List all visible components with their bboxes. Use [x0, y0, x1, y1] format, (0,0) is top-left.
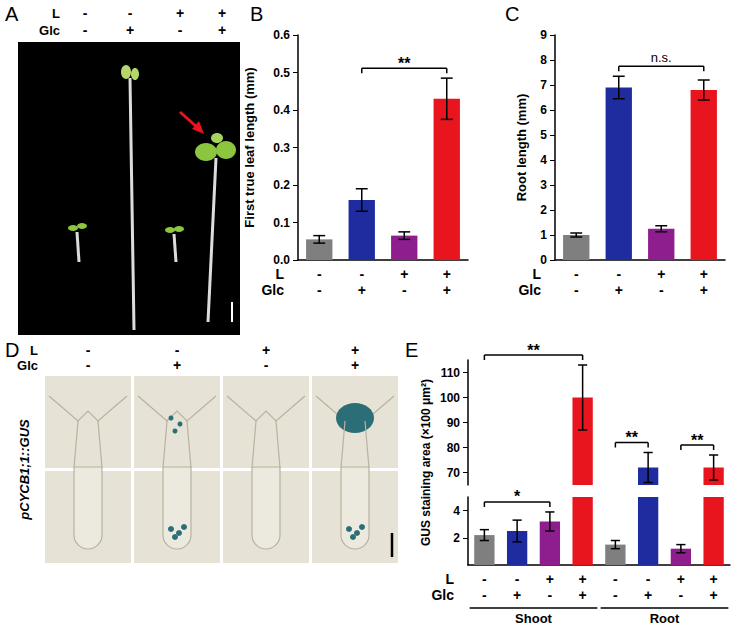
svg-text:110: 110: [441, 366, 461, 380]
svg-text:0.0: 0.0: [273, 253, 290, 267]
svg-text:+: +: [351, 357, 359, 373]
svg-text:L: L: [30, 343, 38, 358]
svg-text:0.5: 0.5: [273, 66, 290, 80]
svg-text:-: -: [548, 587, 553, 603]
svg-text:-: -: [515, 571, 520, 587]
svg-text:Glc: Glc: [17, 358, 38, 373]
svg-text:-: -: [83, 22, 88, 38]
svg-text:-: -: [613, 571, 618, 587]
svg-text:-: -: [574, 266, 579, 282]
svg-text:First true leaf length (mm): First true leaf length (mm): [242, 67, 257, 227]
svg-text:-: -: [178, 22, 183, 38]
svg-text:2: 2: [453, 531, 460, 545]
svg-text:+: +: [400, 266, 408, 282]
svg-text:0.1: 0.1: [273, 216, 290, 230]
svg-text:-: -: [482, 571, 487, 587]
svg-text:Glc: Glc: [39, 23, 60, 38]
svg-text:+: +: [546, 571, 554, 587]
svg-text:+: +: [579, 587, 587, 603]
svg-text:+: +: [710, 571, 718, 587]
svg-text:-: -: [317, 266, 322, 282]
svg-text:+: +: [700, 282, 708, 298]
svg-text:C: C: [505, 3, 519, 25]
svg-text:L: L: [52, 6, 60, 21]
svg-text:+: +: [358, 282, 366, 298]
svg-text:70: 70: [447, 466, 461, 480]
svg-text:0.2: 0.2: [273, 178, 290, 192]
svg-text:9: 9: [540, 28, 547, 42]
svg-text:+: +: [513, 587, 521, 603]
svg-text:-: -: [175, 342, 180, 358]
svg-text:Glc: Glc: [518, 282, 541, 298]
svg-text:+: +: [579, 571, 587, 587]
svg-text:+: +: [710, 587, 718, 603]
svg-text:**: **: [691, 432, 704, 449]
svg-text:0.6: 0.6: [273, 28, 290, 42]
svg-text:1: 1: [540, 228, 547, 242]
svg-text:0.4: 0.4: [273, 103, 290, 117]
svg-text:+: +: [657, 266, 665, 282]
svg-text:+: +: [615, 282, 623, 298]
svg-text:-: -: [86, 357, 91, 373]
svg-text:6: 6: [540, 103, 547, 117]
svg-text:Root: Root: [650, 611, 680, 626]
svg-text:80: 80: [447, 441, 461, 455]
svg-text:Glc: Glc: [261, 282, 284, 298]
svg-text:-: -: [613, 587, 618, 603]
svg-text:-: -: [646, 571, 651, 587]
svg-text:Shoot: Shoot: [515, 611, 552, 626]
svg-text:L: L: [532, 266, 541, 282]
svg-text:L: L: [445, 571, 454, 587]
svg-text:+: +: [677, 571, 685, 587]
svg-text:+: +: [176, 5, 184, 21]
svg-text:7: 7: [540, 78, 547, 92]
svg-text:2: 2: [540, 203, 547, 217]
svg-text:-: -: [264, 357, 269, 373]
svg-text:-: -: [659, 282, 664, 298]
svg-text:+: +: [173, 357, 181, 373]
svg-text:3: 3: [540, 178, 547, 192]
svg-text:-: -: [574, 282, 579, 298]
svg-text:pCYCB1;1::GUS: pCYCB1;1::GUS: [17, 419, 32, 521]
svg-text:4: 4: [453, 504, 460, 518]
svg-text:+: +: [700, 266, 708, 282]
svg-text:Glc: Glc: [431, 587, 454, 603]
svg-text:-: -: [359, 266, 364, 282]
svg-text:0: 0: [540, 253, 547, 267]
svg-text:4: 4: [540, 153, 547, 167]
svg-text:**: **: [626, 429, 639, 446]
svg-text:+: +: [262, 342, 270, 358]
svg-text:GUS staining area (×100 μm²): GUS staining area (×100 μm²): [419, 379, 433, 546]
svg-text:8: 8: [540, 53, 547, 67]
svg-text:E: E: [405, 339, 418, 361]
svg-text:-: -: [128, 5, 133, 21]
svg-text:-: -: [83, 5, 88, 21]
svg-text:-: -: [86, 342, 91, 358]
svg-text:90: 90: [447, 416, 461, 430]
svg-text:B: B: [250, 3, 263, 25]
svg-text:-: -: [402, 282, 407, 298]
svg-text:L: L: [275, 266, 284, 282]
svg-text:Root length (mm): Root length (mm): [514, 94, 529, 202]
svg-text:+: +: [218, 5, 226, 21]
svg-text:n.s.: n.s.: [651, 50, 672, 65]
svg-text:+: +: [644, 587, 652, 603]
svg-text:D: D: [5, 339, 20, 361]
svg-text:5: 5: [540, 128, 547, 142]
svg-text:-: -: [482, 587, 487, 603]
svg-text:+: +: [126, 22, 134, 38]
svg-text:+: +: [443, 282, 451, 298]
svg-text:+: +: [351, 342, 359, 358]
svg-text:-: -: [679, 587, 684, 603]
svg-text:0.3: 0.3: [273, 141, 290, 155]
svg-text:A: A: [5, 3, 19, 25]
svg-text:**: **: [527, 342, 540, 359]
svg-text:100: 100: [440, 391, 460, 405]
svg-text:-: -: [317, 282, 322, 298]
svg-text:**: **: [398, 55, 411, 72]
svg-text:-: -: [616, 266, 621, 282]
svg-text:+: +: [218, 22, 226, 38]
svg-text:+: +: [443, 266, 451, 282]
svg-text:*: *: [514, 488, 521, 505]
